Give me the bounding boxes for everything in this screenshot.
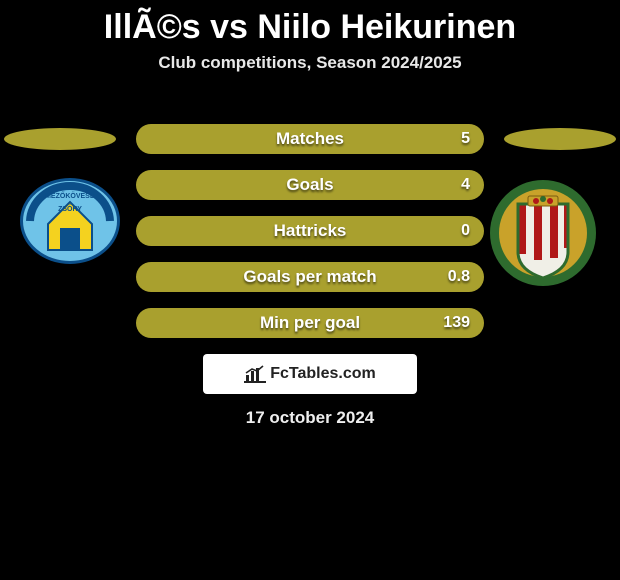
stat-row-min-per-goal: Min per goal 139 — [136, 308, 484, 338]
chart-icon — [244, 365, 266, 383]
stat-label: Hattricks — [136, 216, 484, 246]
player-shadow-left — [4, 128, 116, 150]
stat-value: 5 — [461, 124, 470, 154]
club-badge-left: MEZŐKÖVESD ZSÓRY — [20, 178, 120, 264]
stat-value: 0 — [461, 216, 470, 246]
stats-bars: Matches 5 Goals 4 Hattricks 0 Goals per … — [136, 124, 484, 354]
stat-value: 0.8 — [448, 262, 470, 292]
stat-label: Min per goal — [136, 308, 484, 338]
stat-label: Matches — [136, 124, 484, 154]
stat-row-matches: Matches 5 — [136, 124, 484, 154]
stat-label: Goals — [136, 170, 484, 200]
stat-value: 139 — [443, 308, 470, 338]
stat-row-hattricks: Hattricks 0 — [136, 216, 484, 246]
stat-row-goals-per-match: Goals per match 0.8 — [136, 262, 484, 292]
stat-value: 4 — [461, 170, 470, 200]
snapshot-date: 17 october 2024 — [0, 408, 620, 428]
stat-row-goals: Goals 4 — [136, 170, 484, 200]
page-subtitle: Club competitions, Season 2024/2025 — [0, 53, 620, 73]
player-shadow-right — [504, 128, 616, 150]
svg-text:MEZŐKÖVESD: MEZŐKÖVESD — [45, 191, 95, 200]
source-banner: FcTables.com — [203, 354, 417, 394]
club-badge-right — [488, 178, 598, 288]
stat-label: Goals per match — [136, 262, 484, 292]
comparison-card: IllÃ©s vs Niilo Heikurinen Club competit… — [0, 0, 620, 580]
source-text: FcTables.com — [270, 365, 376, 383]
svg-text:ZSÓRY: ZSÓRY — [58, 204, 82, 213]
page-title: IllÃ©s vs Niilo Heikurinen — [0, 0, 620, 47]
